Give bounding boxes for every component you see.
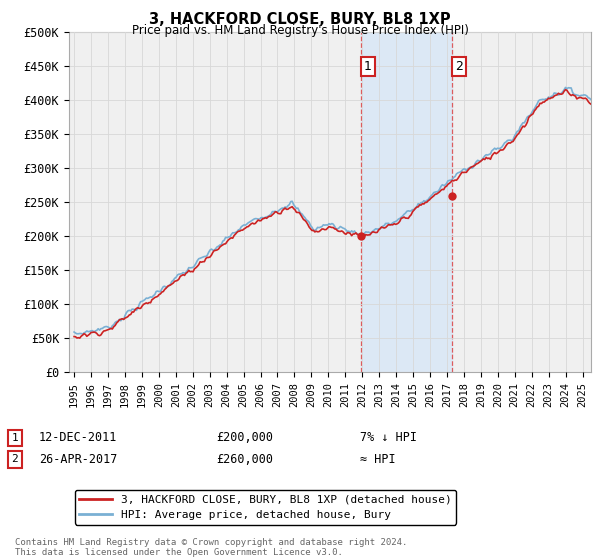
Text: Price paid vs. HM Land Registry's House Price Index (HPI): Price paid vs. HM Land Registry's House … [131, 24, 469, 37]
Bar [361, 32, 452, 372]
Text: 7% ↓ HPI: 7% ↓ HPI [360, 431, 417, 445]
Text: 2: 2 [455, 60, 463, 73]
Text: 3, HACKFORD CLOSE, BURY, BL8 1XP: 3, HACKFORD CLOSE, BURY, BL8 1XP [149, 12, 451, 27]
Legend: 3, HACKFORD CLOSE, BURY, BL8 1XP (detached house), HPI: Average price, detached : 3, HACKFORD CLOSE, BURY, BL8 1XP (detach… [74, 490, 457, 525]
Text: Contains HM Land Registry data © Crown copyright and database right 2024.
This d: Contains HM Land Registry data © Crown c… [15, 538, 407, 557]
Text: £260,000: £260,000 [216, 452, 273, 466]
Text: 1: 1 [11, 433, 19, 443]
Text: ≈ HPI: ≈ HPI [360, 452, 395, 466]
Text: £200,000: £200,000 [216, 431, 273, 445]
Text: 1: 1 [364, 60, 372, 73]
Text: 2: 2 [11, 454, 19, 464]
Text: 12-DEC-2011: 12-DEC-2011 [39, 431, 118, 445]
Text: 26-APR-2017: 26-APR-2017 [39, 452, 118, 466]
